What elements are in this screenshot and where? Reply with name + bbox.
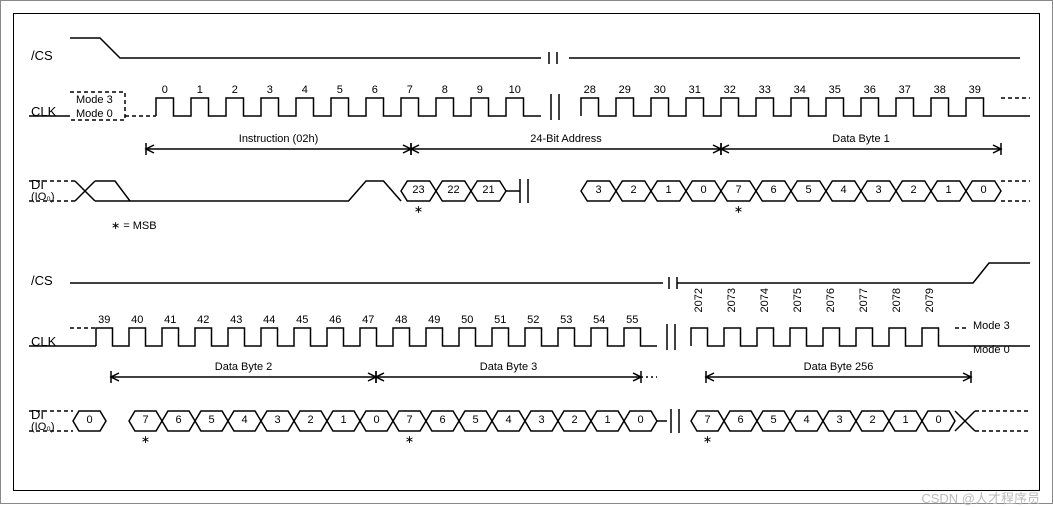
cs-label: /CS: [31, 48, 53, 63]
io-label: (IO₀): [31, 191, 55, 203]
mode0: Mode 0: [76, 108, 113, 120]
section-addr: 24-Bit Address: [530, 133, 602, 145]
di-label-2: DI: [31, 407, 44, 422]
watermark: CSDN @人才程序员: [921, 488, 1040, 507]
di-label: DI: [31, 177, 44, 192]
mode0-right: Mode 0: [973, 344, 1010, 356]
io-label-2: (IO₀): [31, 421, 55, 433]
clk-label: CLK: [31, 104, 56, 119]
clk-label-2: CLK: [31, 334, 56, 349]
mode3: Mode 3: [76, 94, 113, 106]
section-instruction: Instruction (02h): [239, 133, 318, 145]
cs-label-2: /CS: [31, 273, 53, 288]
section-db2: Data Byte 2: [215, 361, 272, 373]
section-db1: Data Byte 1: [832, 133, 889, 145]
section-db3: Data Byte 3: [480, 361, 537, 373]
msb-note: ∗ = MSB: [111, 219, 157, 232]
mode3-right: Mode 3: [973, 320, 1010, 332]
section-db256: Data Byte 256: [804, 361, 874, 373]
